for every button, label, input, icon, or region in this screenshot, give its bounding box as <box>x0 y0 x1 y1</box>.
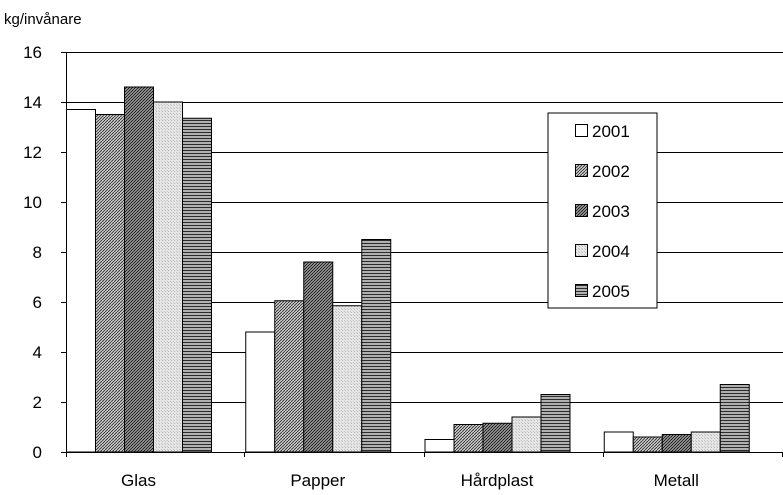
legend-swatch-2005 <box>575 284 588 297</box>
legend-swatch-2003 <box>575 204 588 217</box>
x-tick-label: Hårdplast <box>461 471 534 490</box>
legend-swatch-2004 <box>575 244 588 257</box>
y-tick-label: 0 <box>33 443 42 462</box>
bar-metall-2004 <box>690 431 721 453</box>
bar-hårdplast-2005 <box>540 394 571 453</box>
legend-label: 2001 <box>592 122 630 141</box>
bar-glas-2005 <box>182 117 212 453</box>
y-tick-label: 8 <box>33 243 42 262</box>
y-tick-label: 10 <box>23 193 42 212</box>
y-tick-labels: 0 2 4 6 8 10 12 14 16 <box>23 43 42 462</box>
legend: 2001 2002 2003 2004 2005 <box>547 112 658 309</box>
bar-hårdplast-2002 <box>453 424 484 453</box>
bar-glas-2002 <box>95 114 125 453</box>
bar-papper-2003 <box>303 261 334 453</box>
y-tick-label: 16 <box>23 43 42 62</box>
legend-label: 2002 <box>592 162 630 181</box>
y-tick-label: 6 <box>33 293 42 312</box>
bar-glas-2003 <box>124 86 154 453</box>
y-tick-label: 4 <box>33 343 42 362</box>
x-tick-label: Glas <box>121 471 156 490</box>
bar-glas-2001 <box>66 109 96 453</box>
bar-metall-2002 <box>632 436 663 453</box>
bars-group <box>66 86 750 453</box>
bar-hårdplast-2004 <box>511 416 542 453</box>
legend-swatch-2002 <box>575 164 588 177</box>
bar-hårdplast-2003 <box>482 422 513 453</box>
y-tick-label: 14 <box>23 93 42 112</box>
bar-papper-2001 <box>245 331 276 453</box>
y-axis-label: kg/invånare <box>4 11 82 28</box>
bar-metall-2005 <box>719 384 750 453</box>
legend-swatch-2001 <box>575 124 588 137</box>
bar-papper-2005 <box>361 239 392 453</box>
bar-metall-2003 <box>661 434 692 453</box>
y-tick-label: 2 <box>33 393 42 412</box>
bar-hårdplast-2001 <box>424 439 455 453</box>
x-tick-labels: Glas Papper Hårdplast Metall <box>121 471 699 490</box>
bar-metall-2001 <box>603 431 634 453</box>
legend-box <box>547 112 658 309</box>
x-tick-label: Papper <box>290 471 345 490</box>
bar-glas-2004 <box>153 101 183 453</box>
x-tick-label: Metall <box>654 471 699 490</box>
bar-papper-2002 <box>274 300 305 453</box>
legend-label: 2003 <box>592 202 630 221</box>
bar-papper-2004 <box>332 305 363 453</box>
legend-label: 2004 <box>592 242 630 261</box>
y-tick-label: 12 <box>23 143 42 162</box>
legend-label: 2005 <box>592 282 630 301</box>
